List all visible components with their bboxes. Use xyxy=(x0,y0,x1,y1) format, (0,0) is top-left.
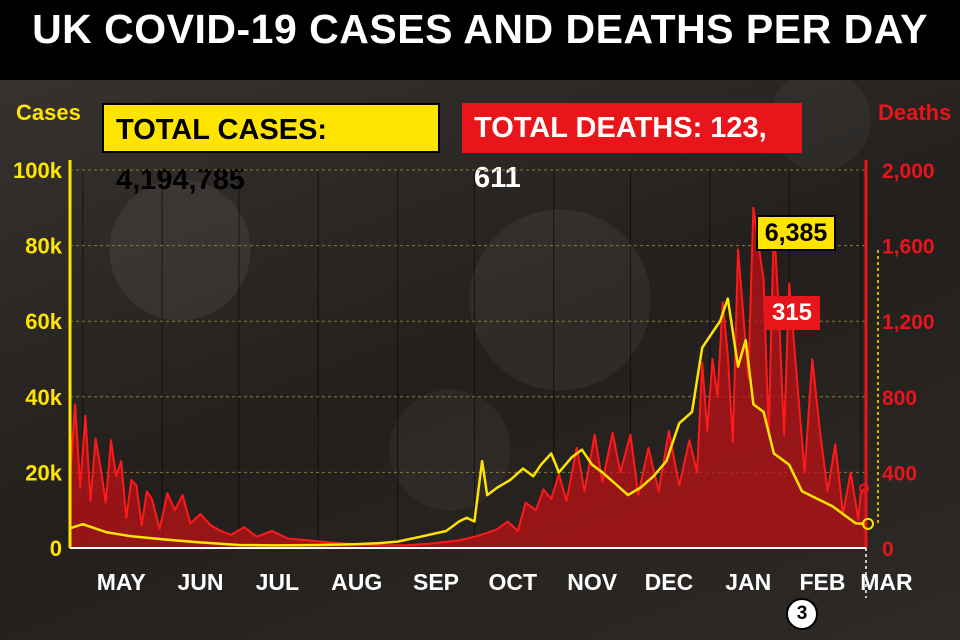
y-right-tick-label: 800 xyxy=(882,387,917,410)
latest-deaths-callout: 315 xyxy=(764,296,820,330)
x-month-label: AUG xyxy=(331,569,382,595)
x-month-label: MAY xyxy=(97,569,146,595)
y-left-tick-label: 100k xyxy=(13,158,63,183)
y-left-tick-label: 40k xyxy=(25,385,62,410)
title-banner: UK COVID-19 CASES AND DEATHS PER DAY xyxy=(0,0,960,80)
y-left-tick-label: 0 xyxy=(50,536,62,561)
total-deaths-box: TOTAL DEATHS: 123, 611 xyxy=(462,103,802,194)
y-right-tick-label: 1,200 xyxy=(882,311,935,334)
x-month-label: MAR xyxy=(860,569,913,595)
y-left-tick-label: 80k xyxy=(25,234,62,259)
date-marker: 3 xyxy=(786,598,818,630)
latest-cases-marker xyxy=(862,517,874,530)
cases-line xyxy=(69,297,867,547)
total-cases-box: TOTAL CASES: 4,194,785 xyxy=(102,103,440,196)
y-right-tick-label: 400 xyxy=(882,462,917,485)
x-month-label: SEP xyxy=(413,569,459,595)
chart-title: UK COVID-19 CASES AND DEATHS PER DAY xyxy=(32,6,928,52)
x-month-label: FEB xyxy=(799,569,845,595)
y-right-tick-label: 1,600 xyxy=(882,236,935,259)
y-right-tick-label: 2,000 xyxy=(882,160,935,183)
x-month-label: JUN xyxy=(178,569,224,595)
latest-deaths-marker xyxy=(859,483,869,494)
x-month-label: JAN xyxy=(725,569,771,595)
y-right-axis-title: Deaths xyxy=(878,100,952,125)
x-month-label: DEC xyxy=(645,569,694,595)
y-left-tick-label: 20k xyxy=(25,460,62,485)
x-month-label: OCT xyxy=(489,569,538,595)
x-month-label: NOV xyxy=(567,569,618,595)
x-month-label: JUL xyxy=(256,569,299,595)
latest-cases-callout: 6,385 xyxy=(756,215,836,251)
y-left-tick-label: 60k xyxy=(25,309,62,334)
deaths-area xyxy=(69,206,867,549)
y-right-tick-label: 0 xyxy=(882,538,894,561)
y-left-axis-title: Cases xyxy=(16,100,81,125)
